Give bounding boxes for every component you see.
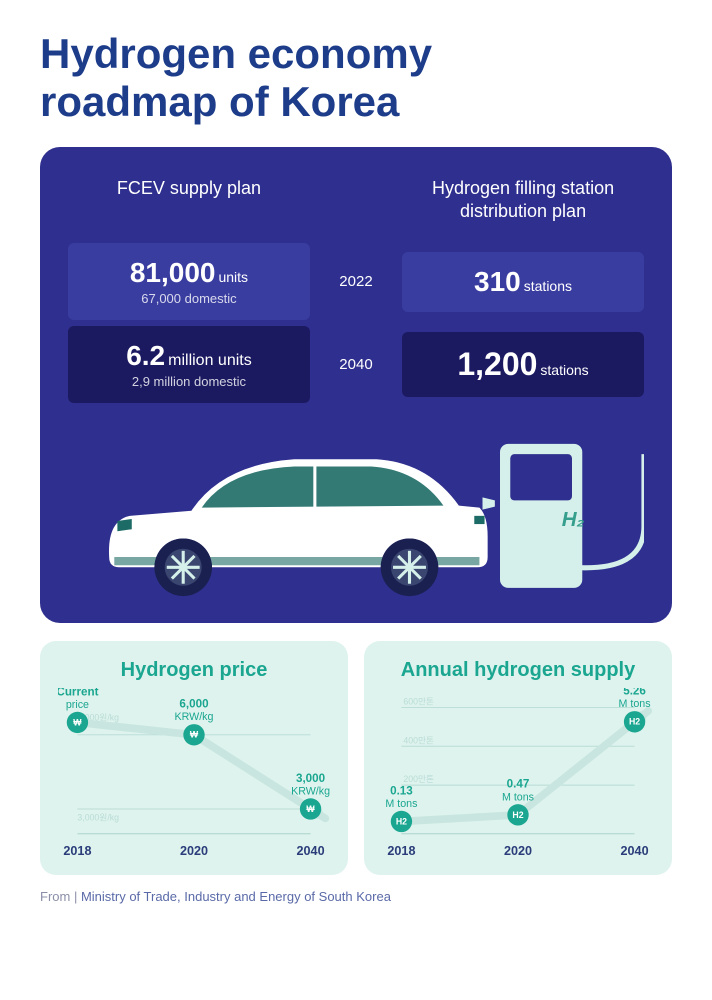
year-2040: 2040 xyxy=(310,356,402,373)
card-headers: FCEV supply plan Hydrogen filling statio… xyxy=(68,177,644,224)
source-footer: From | Ministry of Trade, Industry and E… xyxy=(40,889,672,904)
svg-text:M tons: M tons xyxy=(502,792,534,804)
svg-text:3,000: 3,000 xyxy=(296,772,325,785)
stations-2022-value: 310 xyxy=(474,266,521,297)
svg-text:6,000: 6,000 xyxy=(179,698,208,711)
svg-text:₩: ₩ xyxy=(306,804,315,814)
svg-text:H2: H2 xyxy=(512,810,523,820)
svg-text:400만톤: 400만톤 xyxy=(403,736,434,746)
roadmap-main-card: FCEV supply plan Hydrogen filling statio… xyxy=(40,147,672,624)
svg-text:M tons: M tons xyxy=(619,699,651,711)
supply-chart: 200만톤400만톤600만톤H20.13M tonsH20.47M tonsH… xyxy=(382,688,654,863)
footer-text: Ministry of Trade, Industry and Energy o… xyxy=(81,889,391,904)
svg-text:KRW/kg: KRW/kg xyxy=(291,786,330,798)
fcev-2040-value: 6.2 xyxy=(126,340,165,371)
fcev-2040-unit: million units xyxy=(168,352,252,369)
fcev-2040-sub: 2,9 million domestic xyxy=(76,374,302,389)
svg-text:2040: 2040 xyxy=(621,844,649,858)
svg-text:₩: ₩ xyxy=(190,730,199,740)
stations-2040-value: 1,200 xyxy=(457,346,537,382)
stations-2040-unit: stations xyxy=(540,362,588,378)
fcev-2022-value: 81,000 xyxy=(130,257,216,288)
svg-text:2020: 2020 xyxy=(180,844,208,858)
car-svg: H₂ xyxy=(68,413,644,608)
svg-text:0.13: 0.13 xyxy=(390,785,413,798)
svg-text:2040: 2040 xyxy=(297,844,325,858)
car-illustration: H₂ xyxy=(68,413,644,603)
svg-text:price: price xyxy=(66,699,89,711)
title-line-2: roadmap of Korea xyxy=(40,78,399,125)
fcev-2040-box: 6.2million units 2,9 million domestic xyxy=(68,326,310,403)
bottom-charts-row: Hydrogen price 3,000원/kg6,000원/kg₩Curren… xyxy=(40,641,672,875)
price-chart: 3,000원/kg6,000원/kg₩Currentprice₩6,000KRW… xyxy=(58,688,330,863)
stations-2040-box: 1,200stations xyxy=(402,332,644,397)
hydrogen-supply-card: Annual hydrogen supply 200만톤 400만톤 600만톤 H2… xyxy=(364,641,672,875)
stations-2022-unit: stations xyxy=(524,278,572,294)
stations-2022-box: 310stations xyxy=(402,252,644,312)
svg-text:M tons: M tons xyxy=(385,798,417,810)
svg-text:Current: Current xyxy=(58,688,99,698)
svg-text:200만톤: 200만톤 xyxy=(403,775,434,785)
data-row-2022: 81,000units 67,000 domestic 2022 310stat… xyxy=(68,243,644,320)
svg-text:600만톤: 600만톤 xyxy=(403,697,434,707)
page-title: Hydrogen economy roadmap of Korea xyxy=(40,30,672,127)
title-line-1: Hydrogen economy xyxy=(40,30,432,77)
svg-text:KRW/kg: KRW/kg xyxy=(175,712,214,724)
svg-text:₩: ₩ xyxy=(73,718,82,728)
header-fcev: FCEV supply plan xyxy=(68,177,310,224)
price-chart-title: Hydrogen price xyxy=(58,659,330,682)
footer-prefix: From | xyxy=(40,889,81,904)
svg-text:H2: H2 xyxy=(396,817,407,827)
supply-chart-title: Annual hydrogen supply xyxy=(382,659,654,682)
fcev-2022-unit: units xyxy=(218,269,248,285)
svg-text:H2: H2 xyxy=(629,717,640,727)
data-row-2040: 6.2million units 2,9 million domestic 20… xyxy=(68,326,644,403)
svg-text:2020: 2020 xyxy=(504,844,532,858)
hydrogen-price-card: Hydrogen price 3,000원/kg6,000원/kg₩Curren… xyxy=(40,641,348,875)
svg-text:0.47: 0.47 xyxy=(507,778,530,791)
svg-text:H₂: H₂ xyxy=(562,509,585,532)
header-stations: Hydrogen filling station distribution pl… xyxy=(402,177,644,224)
svg-text:2018: 2018 xyxy=(387,844,415,858)
svg-text:5.26: 5.26 xyxy=(623,688,646,698)
fcev-2022-box: 81,000units 67,000 domestic xyxy=(68,243,310,320)
svg-text:3,000원/kg: 3,000원/kg xyxy=(77,813,119,823)
year-2022: 2022 xyxy=(310,273,402,290)
fcev-2022-sub: 67,000 domestic xyxy=(76,291,302,306)
svg-text:2018: 2018 xyxy=(63,844,91,858)
